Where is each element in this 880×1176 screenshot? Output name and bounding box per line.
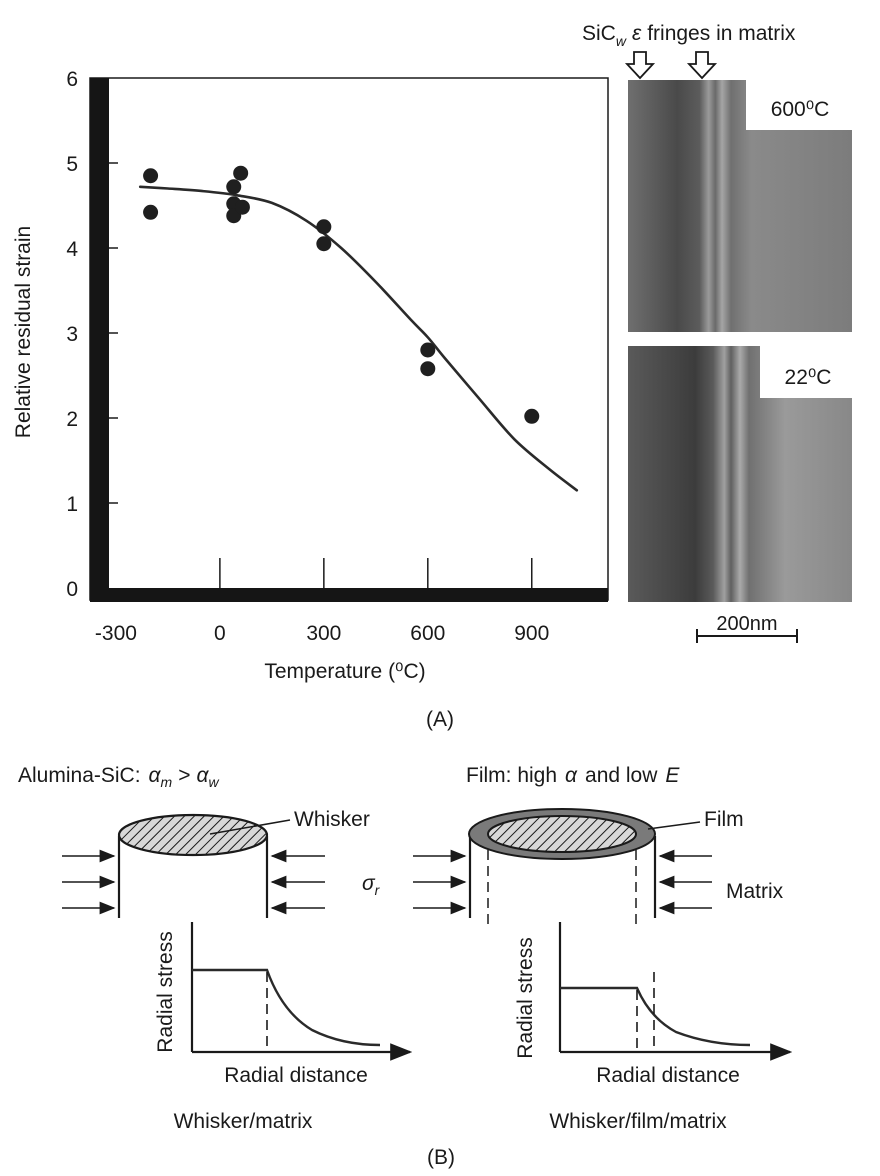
x-tick-label: 300 bbox=[306, 622, 341, 645]
left-stress-ylabel: Radial stress bbox=[154, 931, 177, 1052]
scale-bar-label: 200nm bbox=[716, 613, 777, 635]
matrix-label: Matrix bbox=[726, 880, 784, 903]
left-title: Alumina-SiC: αm > αw bbox=[18, 764, 219, 790]
x-tick-label: -300 bbox=[95, 622, 137, 645]
scale-bar: 200nm bbox=[696, 613, 798, 643]
whisker-top-ellipse bbox=[117, 813, 269, 857]
compression-arrows-right bbox=[413, 849, 712, 915]
panel-b-label: (B) bbox=[427, 1146, 455, 1169]
data-point bbox=[524, 408, 540, 424]
left-stress-curve bbox=[192, 968, 381, 1047]
micrograph-header-text: SiCw ε fringes in matrix bbox=[582, 22, 796, 49]
data-point bbox=[226, 179, 242, 195]
y-axis-label: Relative residual strain bbox=[12, 226, 35, 438]
data-point bbox=[234, 199, 250, 215]
y-tick-label: 2 bbox=[66, 408, 78, 431]
data-point bbox=[420, 342, 436, 358]
label-box-600c bbox=[746, 80, 852, 130]
schematic-whisker-film-matrix: Film: high α and low E Film Matrix Radial s… bbox=[413, 764, 793, 1133]
x-tick-label: 900 bbox=[514, 622, 549, 645]
data-points bbox=[143, 165, 540, 424]
left-distance-xlabel: Radial distance bbox=[224, 1064, 368, 1087]
arrow-fringes-icon bbox=[686, 51, 718, 80]
label-600c: 600⁰C bbox=[771, 98, 830, 121]
compression-arrows-left bbox=[62, 849, 325, 915]
y-tick-label: 4 bbox=[66, 238, 78, 261]
y-axis-ticks: 0 1 2 3 4 5 6 bbox=[66, 68, 118, 601]
fit-curve bbox=[138, 185, 579, 492]
right-stress-ylabel: Radial stress bbox=[514, 937, 537, 1058]
chart-frame bbox=[89, 77, 609, 601]
label-22c: 22⁰C bbox=[785, 366, 832, 389]
data-point bbox=[420, 361, 436, 377]
schematic-whisker-matrix: Alumina-SiC: αm > αw Whisker σr Radial stre… bbox=[18, 764, 413, 1133]
left-caption: Whisker/matrix bbox=[174, 1110, 313, 1133]
x-tick-label: 600 bbox=[410, 622, 445, 645]
micrograph-header: SiCw ε fringes in matrix bbox=[582, 22, 796, 80]
y-tick-label: 6 bbox=[66, 68, 78, 91]
x-axis-label: Temperature (⁰C) bbox=[264, 660, 425, 683]
right-title: Film: high α and low E bbox=[466, 764, 680, 787]
sigma-r-label: σr bbox=[362, 872, 381, 898]
right-caption: Whisker/film/matrix bbox=[549, 1110, 727, 1133]
x-tick-label: 0 bbox=[214, 622, 226, 645]
y-tick-label: 0 bbox=[66, 578, 78, 601]
y-tick-label: 3 bbox=[66, 323, 78, 346]
data-point bbox=[316, 219, 332, 235]
micrograph-22c: 22⁰C bbox=[628, 346, 852, 602]
data-point bbox=[233, 165, 249, 181]
micrograph-600c: 600⁰C bbox=[628, 80, 852, 332]
y-tick-label: 5 bbox=[66, 153, 78, 176]
film-label: Film bbox=[704, 808, 744, 831]
x-axis-ticks: -300 0 300 600 900 bbox=[95, 558, 549, 645]
y-tick-label: 1 bbox=[66, 493, 78, 516]
data-point bbox=[143, 204, 159, 220]
panel-a-label: (A) bbox=[426, 708, 454, 731]
whisker-label: Whisker bbox=[294, 808, 370, 831]
inner-whisker-ellipse bbox=[487, 815, 637, 853]
right-stress-curve bbox=[560, 986, 751, 1047]
arrow-whisker-icon bbox=[624, 51, 656, 80]
right-distance-xlabel: Radial distance bbox=[596, 1064, 740, 1087]
chart-left-axis-bar bbox=[90, 78, 109, 600]
chart-bottom-axis-bar bbox=[90, 588, 608, 602]
data-point bbox=[143, 168, 159, 184]
data-point bbox=[316, 236, 332, 252]
label-box-22c bbox=[760, 346, 852, 398]
